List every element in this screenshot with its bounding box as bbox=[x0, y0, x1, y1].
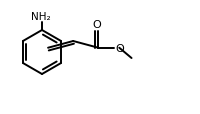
Text: O: O bbox=[115, 43, 124, 53]
Text: NH₂: NH₂ bbox=[31, 11, 51, 21]
Text: O: O bbox=[93, 20, 101, 30]
